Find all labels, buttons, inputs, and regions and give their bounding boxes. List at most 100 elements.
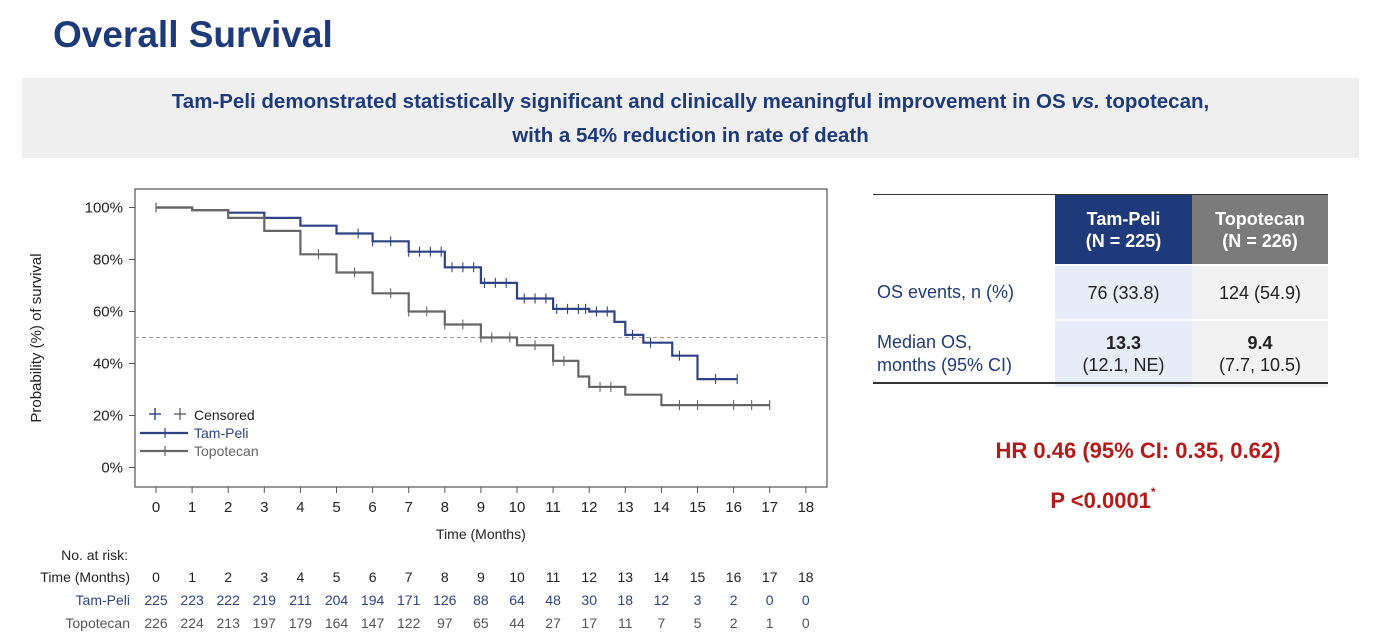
risk-table-time-label: Time (Months)	[40, 569, 130, 585]
x-tick-label: 9	[477, 499, 485, 516]
risk-table-time: 0	[152, 569, 160, 585]
risk-table-count: 0	[766, 592, 774, 608]
risk-table-count: 2	[730, 592, 738, 608]
x-tick-label: 17	[761, 499, 778, 516]
banner-text-italic: vs.	[1071, 90, 1100, 113]
row-label: OS events, n (%)	[873, 265, 1055, 321]
key-message-banner: Tam-Peli demonstrated statistically sign…	[22, 78, 1359, 158]
table-header-blank	[873, 195, 1055, 266]
median-ci: (12.1, NE)	[1082, 355, 1165, 375]
table-header-topotecan: Topotecan (N = 226)	[1192, 195, 1328, 266]
x-tick-label: 4	[296, 499, 304, 516]
risk-table-time: 13	[618, 569, 634, 585]
os-summary-table: Tam-Peli (N = 225) Topotecan (N = 226) O…	[873, 195, 1328, 389]
table-row-os-events: OS events, n (%) 76 (33.8) 124 (54.9)	[873, 265, 1328, 321]
banner-text: topotecan,	[1099, 90, 1210, 113]
risk-table-count: 2	[730, 615, 738, 631]
risk-table-count: 7	[658, 615, 666, 631]
risk-table-count: 18	[618, 592, 634, 608]
risk-table-time: 17	[762, 569, 778, 585]
risk-table-count: 194	[361, 592, 385, 608]
risk-table-count: 147	[361, 615, 385, 631]
risk-table-count: 224	[180, 615, 204, 631]
risk-table-time: 4	[297, 569, 305, 585]
page-title: Overall Survival	[53, 14, 333, 55]
y-tick-label: 0%	[101, 460, 123, 477]
risk-table-count: 222	[217, 592, 241, 608]
hazard-ratio: HR 0.46 (95% CI: 0.35, 0.62)	[995, 438, 1281, 463]
risk-table-count: 12	[654, 592, 670, 608]
y-tick-label: 100%	[85, 200, 123, 217]
x-tick-label: 14	[653, 499, 670, 516]
risk-table-count: 225	[144, 592, 168, 608]
x-tick-label: 12	[581, 499, 598, 516]
risk-table-time: 2	[224, 569, 232, 585]
cell-tam-peli: 13.3 (12.1, NE)	[1055, 320, 1192, 389]
risk-table-count: 3	[694, 592, 702, 608]
risk-table-count: 0	[802, 592, 810, 608]
header-arm-name: Tam-Peli	[1086, 208, 1161, 229]
table-header-tam-peli: Tam-Peli (N = 225)	[1055, 195, 1192, 266]
table-header-row: Tam-Peli (N = 225) Topotecan (N = 226)	[873, 195, 1328, 266]
y-tick-label: 40%	[93, 356, 123, 373]
cell-topotecan: 124 (54.9)	[1192, 265, 1328, 321]
median-value: 13.3	[1105, 333, 1142, 353]
risk-table-count: 11	[618, 615, 633, 631]
x-tick-label: 3	[260, 499, 268, 516]
risk-table-count: 1	[766, 615, 774, 631]
risk-table-header: No. at risk:	[61, 547, 128, 563]
table-row-median-os: Median OS, months (95% CI) 13.3 (12.1, N…	[873, 320, 1328, 389]
x-tick-label: 8	[441, 499, 449, 516]
cell-topotecan: 9.4 (7.7, 10.5)	[1192, 320, 1328, 389]
risk-table-count: 17	[581, 615, 597, 631]
x-tick-label: 5	[332, 499, 340, 516]
risk-table-count: 5	[694, 615, 702, 631]
x-tick-label: 10	[509, 499, 526, 516]
km-chart: 0%20%40%60%80%100%0 1 2 3 4 5 6 7 8 9 10 11 12 13 14 15…	[28, 188, 828, 631]
legend-series-label: Tam-Peli	[194, 425, 248, 441]
risk-table-count: 64	[509, 592, 525, 608]
risk-table-time: 11	[546, 569, 561, 585]
risk-table-time: 7	[405, 569, 413, 585]
x-tick-label: 16	[725, 499, 742, 516]
risk-table-count: 48	[545, 592, 561, 608]
x-tick-label: 1	[188, 499, 196, 516]
risk-table-count: 204	[325, 592, 349, 608]
y-tick-label: 20%	[93, 408, 123, 425]
risk-table-time: 16	[726, 569, 742, 585]
risk-table-time: 12	[581, 569, 597, 585]
y-axis-label: Probability (%) of survival	[28, 253, 45, 422]
banner-line-1: Tam-Peli demonstrated statistically sign…	[22, 85, 1359, 119]
risk-table-count: 179	[289, 615, 313, 631]
risk-table-time: 8	[441, 569, 449, 585]
row-label-line: months (95% CI)	[877, 355, 1013, 375]
legend-series-label: Topotecan	[194, 443, 259, 459]
x-tick-label: 0	[152, 499, 160, 516]
x-tick-label: 11	[545, 499, 561, 516]
y-tick-label: 60%	[93, 304, 123, 321]
banner-line-2: with a 54% reduction in rate of death	[512, 124, 869, 147]
risk-table-count: 197	[253, 615, 277, 631]
risk-table-count: 30	[581, 592, 597, 608]
risk-table-row-label: Tam-Peli	[76, 592, 130, 608]
header-arm-n: (N = 225)	[1085, 230, 1162, 251]
km-curve-tam-peli	[156, 206, 738, 381]
banner-text: Tam-Peli demonstrated statistically sign…	[171, 90, 1072, 113]
risk-table-count: 88	[473, 592, 489, 608]
header-arm-n: (N = 226)	[1222, 230, 1298, 251]
median-ci: (7.7, 10.5)	[1218, 355, 1302, 375]
row-label: Median OS, months (95% CI)	[873, 320, 1055, 389]
x-tick-label: 2	[224, 499, 232, 516]
risk-table-count: 97	[437, 615, 453, 631]
risk-table-count: 126	[433, 592, 457, 608]
y-tick-label: 80%	[93, 252, 123, 269]
x-tick-label: 13	[617, 499, 634, 516]
x-tick-label: 15	[689, 499, 706, 516]
risk-table-count: 219	[253, 592, 277, 608]
row-label-line: Median OS,	[877, 332, 973, 352]
p-value: P <0.0001*	[838, 485, 1368, 514]
risk-table-time: 5	[333, 569, 341, 585]
risk-table-count: 164	[325, 615, 349, 631]
median-value: 9.4	[1247, 333, 1273, 353]
risk-table-time: 18	[798, 569, 814, 585]
